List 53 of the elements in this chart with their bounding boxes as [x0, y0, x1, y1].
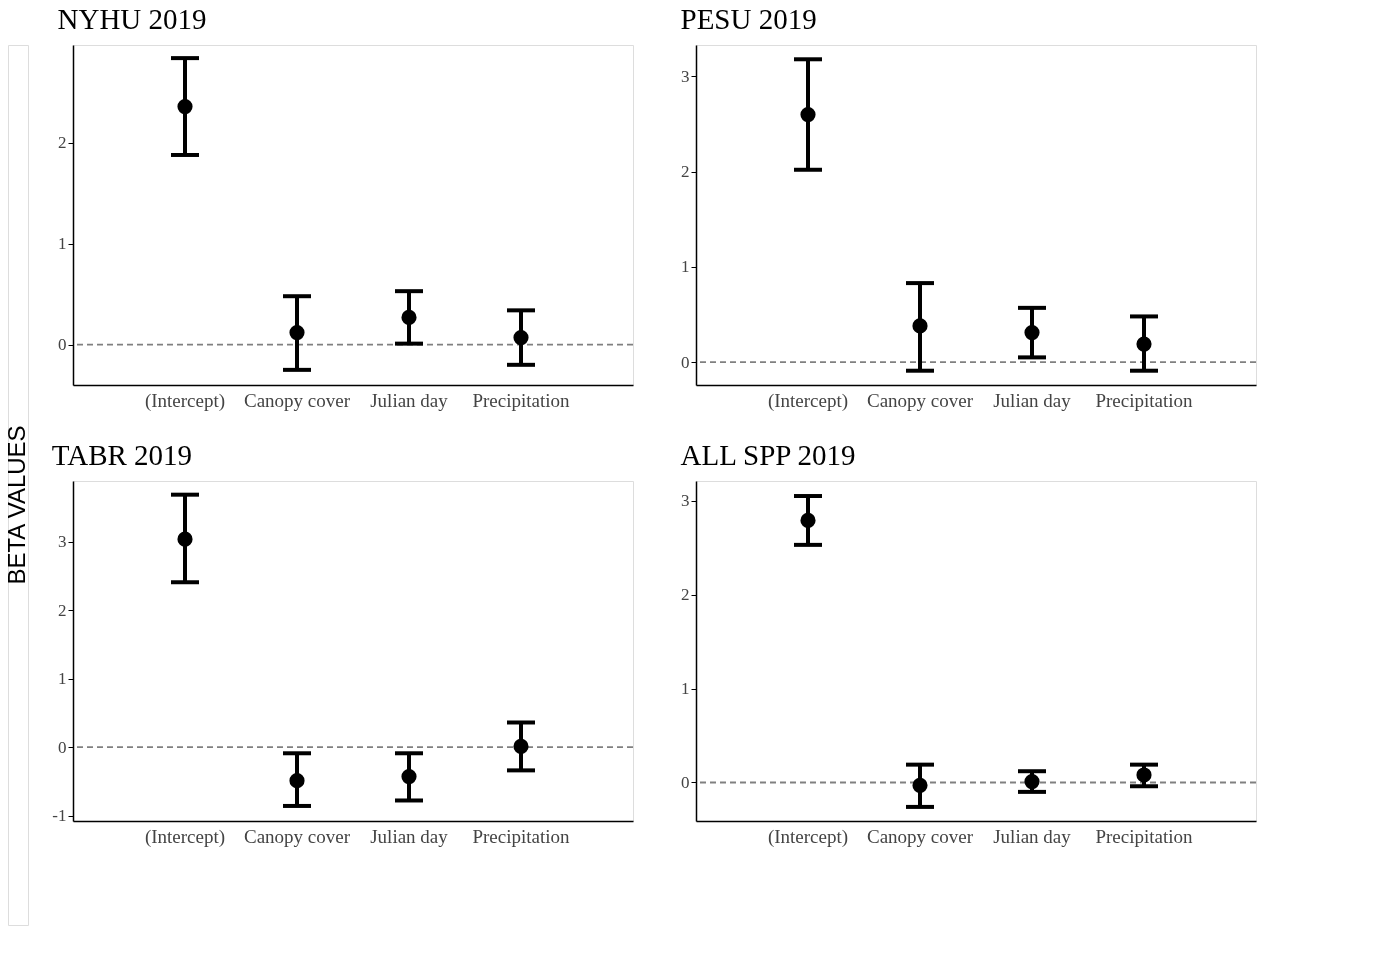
point	[1024, 325, 1040, 341]
y-tick-label: 2	[58, 133, 67, 153]
x-tick-label: Canopy cover	[243, 825, 351, 847]
y-tick-label: 2	[58, 600, 67, 620]
point	[1024, 773, 1040, 790]
x-tick-label: Canopy cover	[866, 825, 974, 847]
x-tick-label: Precipitation	[472, 389, 571, 411]
point	[1136, 336, 1152, 352]
y-tick-label: -1	[52, 806, 67, 826]
point	[513, 330, 529, 346]
x-tick-label: (Intercept)	[144, 825, 226, 848]
point	[177, 98, 193, 115]
x-tick-label: Julian day	[993, 825, 1072, 847]
y-tick-label: 1	[681, 679, 690, 699]
point	[177, 531, 193, 547]
point	[401, 309, 417, 325]
x-tick-label: (Intercept)	[767, 825, 849, 848]
point	[289, 324, 305, 341]
chart-title: TABR 2019	[51, 439, 193, 471]
point	[513, 738, 529, 754]
point	[401, 768, 417, 785]
y-tick-label: 1	[58, 669, 67, 689]
y-tick-label: 1	[681, 257, 690, 277]
y-tick-label: 2	[681, 585, 690, 605]
y-tick-label: 3	[58, 532, 67, 552]
point	[912, 318, 928, 334]
x-tick-label: Canopy cover	[866, 389, 974, 411]
chart-title: ALL SPP 2019	[680, 439, 856, 471]
x-tick-label: Julian day	[370, 825, 449, 847]
point	[1136, 767, 1152, 783]
x-tick-label: (Intercept)	[144, 389, 226, 412]
x-tick-label: Julian day	[993, 389, 1072, 411]
y-tick-label: 0	[681, 772, 690, 792]
y-tick-label: 3	[681, 66, 690, 86]
x-tick-label: Precipitation	[1095, 389, 1194, 411]
chart-title: NYHU 2019	[57, 3, 207, 35]
x-tick-label: Precipitation	[1095, 825, 1194, 847]
y-tick-label: 1	[58, 234, 67, 254]
point	[800, 512, 816, 529]
point	[912, 777, 928, 793]
x-tick-label: Julian day	[370, 389, 449, 411]
y-tick-label: 2	[681, 162, 690, 182]
y-tick-label: 0	[58, 335, 67, 355]
y-tick-label: 0	[681, 352, 690, 372]
chart-title: PESU 2019	[680, 3, 817, 35]
x-tick-label: Precipitation	[472, 825, 571, 847]
point	[800, 106, 816, 123]
x-tick-label: (Intercept)	[767, 389, 849, 412]
point	[289, 773, 305, 789]
y-tick-label: 3	[681, 491, 690, 511]
y-tick-label: 0	[58, 737, 67, 757]
x-tick-label: Canopy cover	[243, 389, 351, 411]
y-axis-title: BETA VALUES	[3, 425, 30, 585]
